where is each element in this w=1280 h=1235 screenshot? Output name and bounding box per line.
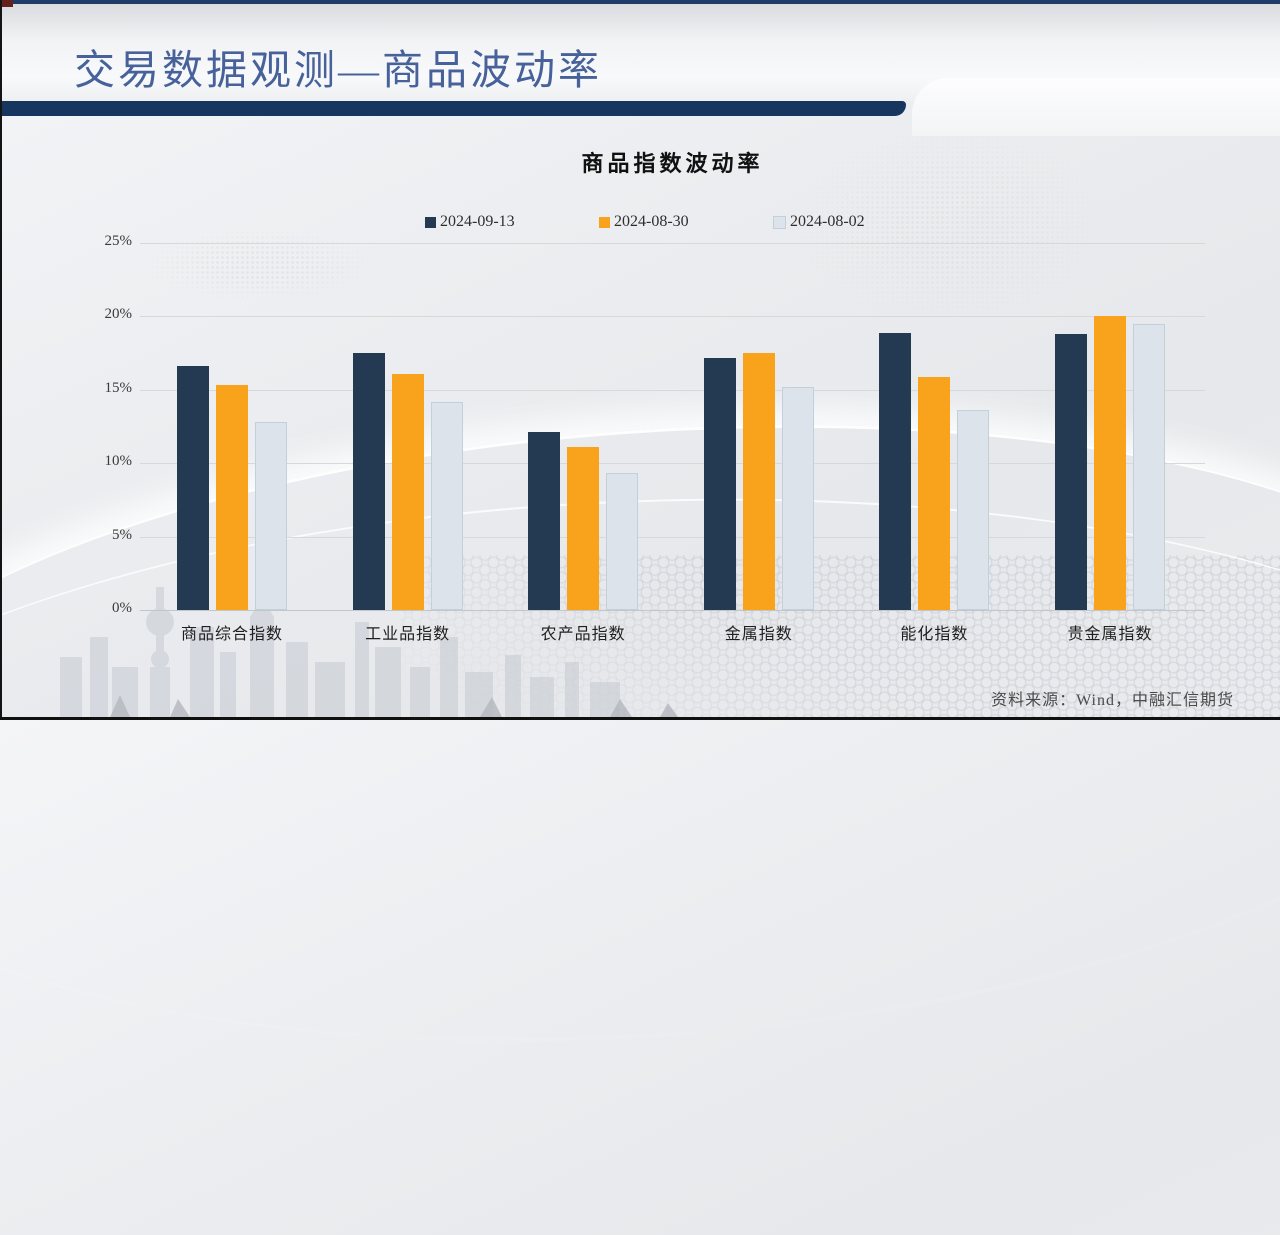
slide-left-edge (0, 0, 2, 720)
legend-label: 2024-08-30 (614, 213, 689, 230)
y-axis-label: 10% (104, 453, 133, 470)
bar-2024-08-30-金属指数 (742, 353, 775, 610)
legend-swatch-icon (599, 216, 610, 228)
chart-legend: 2024-09-13 2024-08-30 2024-08-02 (425, 213, 947, 231)
y-axis-label: 15% (104, 379, 133, 396)
gridline-0 (140, 610, 1205, 611)
x-axis-label: 金属指数 (724, 626, 793, 643)
legend-item: 2024-09-13 (425, 213, 599, 231)
bar-2024-08-30-贵金属指数 (1094, 316, 1126, 610)
bar-2024-08-02-商品综合指数 (255, 422, 287, 610)
title-underline-ribbon (0, 101, 906, 116)
source-note: 资料来源：Wind，中融汇信期货 (991, 692, 1234, 709)
x-axis-label: 农产品指数 (540, 626, 626, 643)
corner-accent-square (0, 0, 13, 7)
bar-2024-08-02-能化指数 (957, 410, 990, 610)
bar-2024-08-02-农产品指数 (606, 473, 639, 610)
bar-2024-08-02-贵金属指数 (1133, 323, 1165, 610)
header-white-wedge (912, 78, 1280, 136)
city-skyline-silhouette (60, 587, 678, 717)
bar-2024-09-13-贵金属指数 (1055, 334, 1087, 610)
y-axis-label: 5% (112, 526, 132, 543)
bar-2024-09-13-金属指数 (703, 357, 736, 610)
y-axis-label: 0% (112, 600, 132, 616)
x-axis-label: 商品综合指数 (180, 626, 283, 643)
chart-title: 商品指数波动率 (581, 151, 764, 176)
legend-label: 2024-09-13 (440, 213, 515, 230)
gridline-5 (140, 536, 1205, 538)
bar-2024-08-30-农产品指数 (567, 447, 600, 610)
dots-texture-center (800, 130, 1100, 320)
gridline-25 (140, 243, 1205, 244)
dots-texture-left (150, 230, 370, 300)
bar-2024-08-02-金属指数 (781, 386, 814, 610)
legend-item: 2024-08-02 (773, 213, 947, 231)
bar-2024-09-13-商品综合指数 (177, 366, 209, 610)
legend-label: 2024-08-02 (790, 213, 865, 230)
legend-item: 2024-08-30 (599, 213, 773, 231)
bar-2024-08-30-商品综合指数 (216, 385, 248, 610)
page-title: 交易数据观测—商品波动率 (74, 47, 602, 93)
x-axis-label: 工业品指数 (365, 626, 451, 643)
y-axis-label: 25% (104, 233, 133, 249)
bar-2024-09-13-工业品指数 (352, 353, 385, 610)
bar-2024-08-02-工业品指数 (430, 401, 463, 610)
x-axis-label: 能化指数 (900, 626, 969, 643)
gridline-20 (140, 316, 1205, 318)
slide-top-strip (0, 0, 1280, 4)
y-axis-label: 20% (104, 306, 133, 323)
bar-2024-09-13-能化指数 (879, 332, 912, 610)
gridline-15 (140, 389, 1205, 391)
commodity-volatility-chart: 商品指数波动率 2024-09-13 2024-08-30 2024-08-02 0… (0, 118, 1280, 720)
gridline-10 (140, 463, 1205, 465)
bar-2024-09-13-农产品指数 (528, 432, 561, 610)
legend-swatch-icon (773, 215, 786, 229)
slide-bottom-edge (0, 717, 1280, 720)
bar-2024-08-30-能化指数 (918, 376, 951, 610)
x-axis-label: 贵金属指数 (1067, 626, 1153, 643)
legend-swatch-icon (425, 216, 436, 228)
bar-2024-08-30-工业品指数 (391, 373, 424, 610)
